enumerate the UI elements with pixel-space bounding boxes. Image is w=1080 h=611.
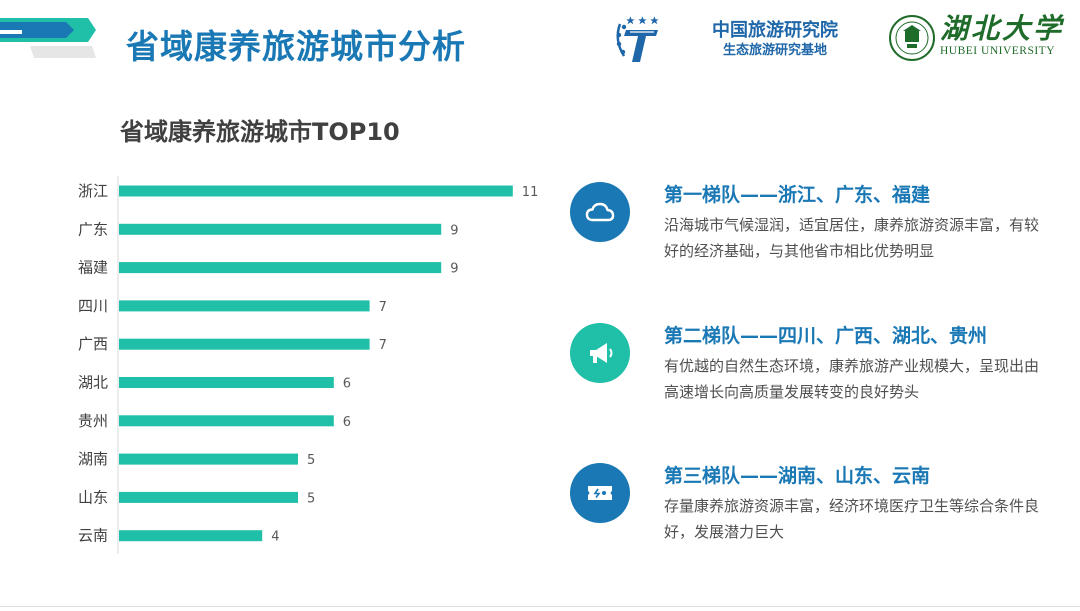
bar xyxy=(119,415,334,427)
chart-title: 省域康养旅游城市TOP10 xyxy=(120,118,400,146)
data-label: 7 xyxy=(379,338,387,353)
bar xyxy=(119,491,298,503)
cloud-icon xyxy=(585,202,615,222)
category-label: 湖北 xyxy=(78,374,108,392)
category-label: 广东 xyxy=(78,220,108,238)
tier-3-heading: 第三梯队——湖南、山东、云南 xyxy=(664,465,931,487)
tier-2-icon-badge xyxy=(570,323,630,383)
bar xyxy=(119,338,370,350)
bar xyxy=(119,223,442,235)
tourism-institute-logo xyxy=(616,16,659,62)
institute-subtitle: 生态旅游研究基地 xyxy=(722,43,827,58)
footer-divider xyxy=(0,606,1080,607)
tier-1-description: 沿海城市气候湿润，适宜居住，康养旅游资源丰富，有较好的经济基础，与其他省市相比优… xyxy=(664,216,1040,260)
bar xyxy=(119,530,263,542)
institute-name-block: 中国旅游研究院 生态旅游研究基地 xyxy=(700,20,850,60)
header-decoration xyxy=(0,18,96,58)
tier-3-description: 存量康养旅游资源丰富，经济环境医疗卫生等综合条件良好，发展潜力巨大 xyxy=(664,497,1040,541)
university-name-block: 湖北大学 HUBEI UNIVERSITY xyxy=(940,14,1065,58)
university-name-en: HUBEI UNIVERSITY xyxy=(940,45,1056,57)
category-label: 福建 xyxy=(78,259,108,277)
category-label: 贵州 xyxy=(78,412,108,430)
bar xyxy=(119,262,442,274)
data-label: 6 xyxy=(343,377,351,392)
data-label: 9 xyxy=(450,223,458,238)
university-seal-icon xyxy=(889,15,935,61)
tier-2-heading: 第二梯队——四川、广西、湖北、贵州 xyxy=(664,325,988,347)
tier-2-description: 有优越的自然生态环境，康养旅游产业规模大，呈现出由高速增长向高质量发展转变的良好… xyxy=(664,357,1040,401)
category-label: 浙江 xyxy=(78,182,108,200)
bar xyxy=(119,185,513,197)
tier-1-icon-badge xyxy=(570,182,630,242)
bar xyxy=(119,300,370,312)
page-title: 省域康养旅游城市分析 xyxy=(126,27,466,66)
data-label: 6 xyxy=(343,415,351,430)
data-label: 9 xyxy=(450,262,458,277)
tier-3-icon-badge xyxy=(570,463,630,523)
data-label: 5 xyxy=(307,453,315,468)
megaphone-icon xyxy=(590,343,613,363)
ticket-icon xyxy=(588,486,612,500)
bar-chart: 浙江 11 广东 9 福建 9 四川 7 广西 7 湖北 6 贵州 6 湖南 5 山东 5 云南 4 xyxy=(78,176,539,554)
institute-name: 中国旅游研究院 xyxy=(712,20,838,41)
tier-1-heading: 第一梯队——浙江、广东、福建 xyxy=(664,184,931,206)
bar xyxy=(119,453,298,465)
data-label: 7 xyxy=(379,300,387,315)
category-label: 四川 xyxy=(78,297,108,315)
data-label: 4 xyxy=(271,530,279,545)
bar xyxy=(119,377,334,388)
category-label: 山东 xyxy=(78,488,108,506)
data-label: 11 xyxy=(522,185,539,200)
data-label: 5 xyxy=(307,491,315,506)
category-label: 湖南 xyxy=(78,450,108,468)
category-label: 云南 xyxy=(78,527,108,545)
category-label: 广西 xyxy=(78,335,108,353)
university-name-cn: 湖北大学 xyxy=(940,12,1065,45)
